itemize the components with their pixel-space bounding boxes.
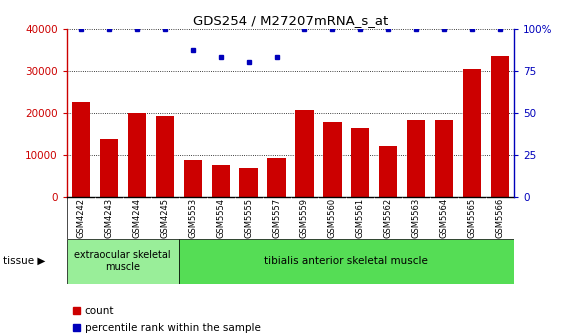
Text: GSM5560: GSM5560 [328, 198, 337, 238]
Text: GSM5559: GSM5559 [300, 198, 309, 238]
Bar [100, 139, 118, 197]
Text: GSM5564: GSM5564 [440, 198, 449, 238]
Bar [435, 120, 453, 197]
Text: GSM5555: GSM5555 [244, 198, 253, 238]
Bar [67, 239, 179, 284]
Text: GSM5557: GSM5557 [272, 198, 281, 238]
Bar [239, 168, 257, 197]
Text: tibialis anterior skeletal muscle: tibialis anterior skeletal muscle [264, 256, 428, 266]
Text: GSM4245: GSM4245 [160, 198, 169, 238]
Bar [407, 120, 425, 197]
Bar [491, 56, 510, 197]
Text: GSM4243: GSM4243 [104, 198, 113, 238]
Text: GSM5561: GSM5561 [356, 198, 365, 238]
Text: GSM4242: GSM4242 [76, 198, 85, 238]
Text: extraocular skeletal
muscle: extraocular skeletal muscle [74, 250, 171, 272]
Bar [184, 160, 202, 197]
Bar [379, 146, 397, 197]
Text: count: count [85, 306, 114, 316]
Text: GSM5563: GSM5563 [412, 198, 421, 238]
Text: percentile rank within the sample: percentile rank within the sample [85, 323, 261, 333]
Bar [352, 128, 370, 197]
Text: GSM4244: GSM4244 [132, 198, 141, 238]
Bar [128, 113, 146, 197]
Text: tissue ▶: tissue ▶ [3, 256, 45, 266]
Text: GSM5566: GSM5566 [496, 198, 505, 238]
Bar [463, 69, 481, 197]
Text: GSM5565: GSM5565 [468, 198, 477, 238]
Bar [179, 239, 514, 284]
Bar [156, 116, 174, 197]
Bar [71, 102, 90, 197]
Text: GSM5553: GSM5553 [188, 198, 197, 238]
Bar [295, 111, 314, 197]
Text: GSM5562: GSM5562 [384, 198, 393, 238]
Text: GSM5554: GSM5554 [216, 198, 225, 238]
Bar [324, 122, 342, 197]
Title: GDS254 / M27207mRNA_s_at: GDS254 / M27207mRNA_s_at [193, 14, 388, 28]
Bar [211, 165, 229, 197]
Bar [267, 158, 286, 197]
